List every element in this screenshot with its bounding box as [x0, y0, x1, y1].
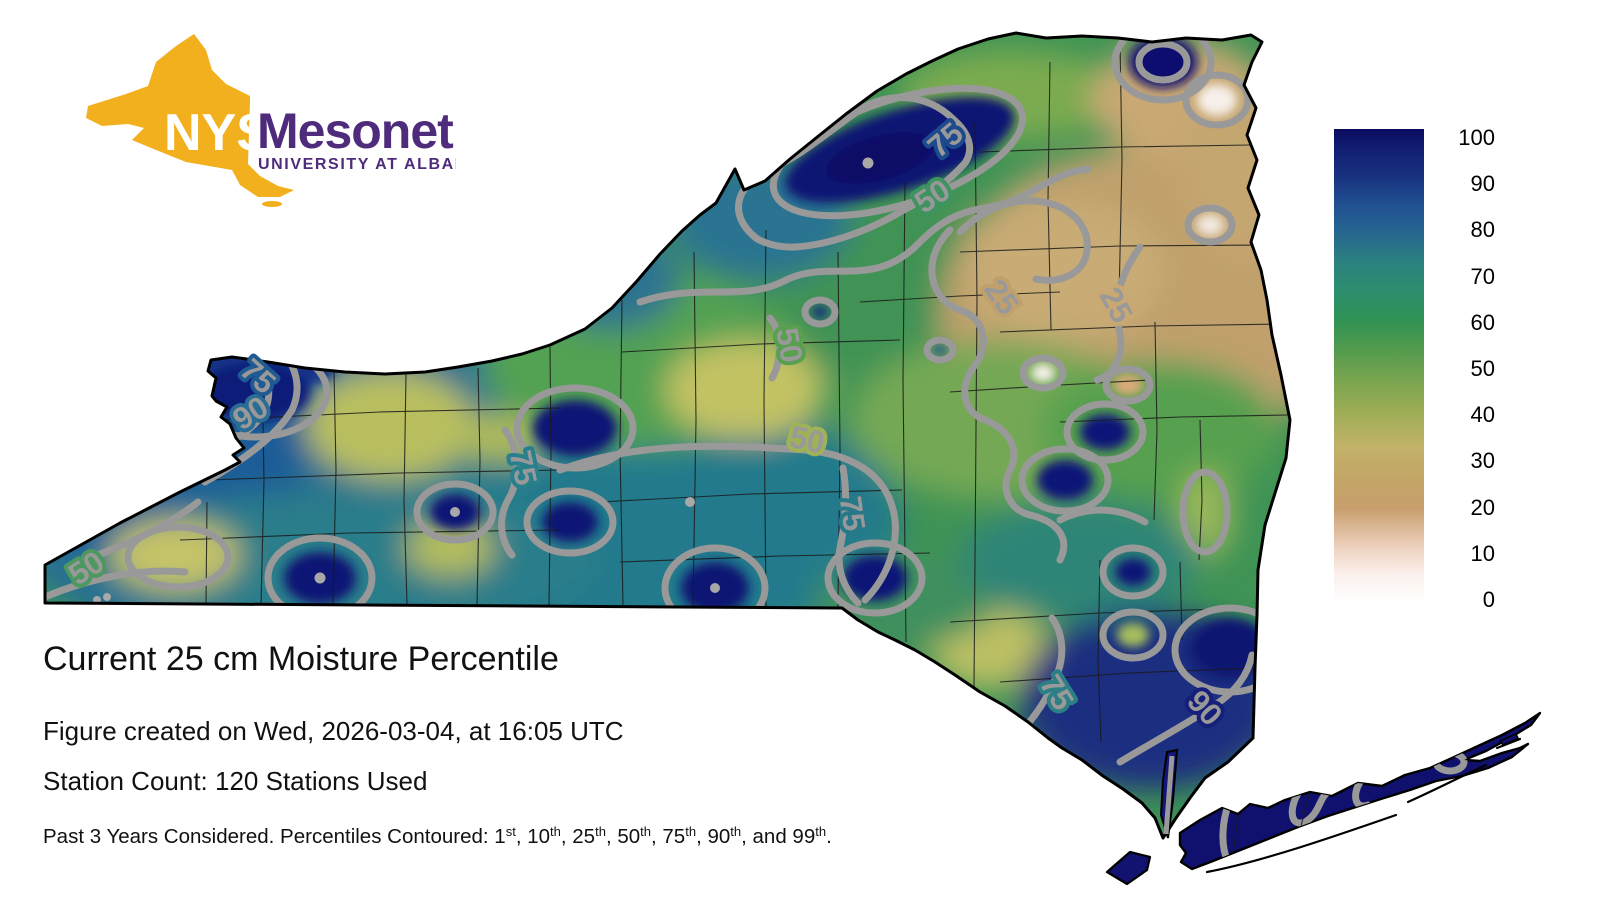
logo-ny-state-shape: [86, 34, 294, 197]
colorbar-tick: 20: [1470, 494, 1495, 520]
footnote-prefix: Past 3 Years Considered. Percentiles Con…: [43, 825, 495, 848]
figure-title: Current 25 cm Moisture Percentile: [43, 640, 559, 678]
percentile-value: 75: [662, 825, 686, 848]
colorbar-tick-labels: 100 90 80 70 60 50 40 30 20 10 0: [1433, 126, 1495, 612]
colorbar-tick: 0: [1482, 586, 1495, 612]
percentile-suffix: th: [685, 824, 697, 839]
footnote-separator: .: [826, 825, 832, 848]
percentile-value: 10: [527, 825, 551, 848]
percentile-suffix: th: [550, 824, 561, 839]
percentile-suffix: th: [815, 824, 827, 839]
colorbar-tick: 70: [1470, 263, 1495, 289]
colorbar-tick: 10: [1470, 540, 1495, 566]
contour-label: 50: [787, 419, 828, 460]
percentile-value: 1: [494, 825, 506, 848]
contour-center-dots: [93, 157, 874, 604]
colorbar-tick: 30: [1470, 448, 1495, 474]
colorbar-tick: 90: [1470, 171, 1495, 197]
percentile-value: 50: [617, 825, 641, 848]
logo-brand-text: Mesonet: [257, 103, 454, 159]
contour-label: 75: [503, 447, 544, 488]
figure-created-line: Figure created on Wed, 2026-03-04, at 16…: [43, 716, 624, 746]
footnote-separator: ,: [560, 825, 573, 848]
state-outline: [43, 31, 1292, 840]
contour-label: 50: [769, 325, 809, 365]
colorbar-tick: 80: [1470, 217, 1495, 243]
footnote: Past 3 Years Considered. Percentiles Con…: [43, 824, 832, 849]
footnote-separator: ,: [696, 825, 708, 848]
colorbar-gradient: [1334, 129, 1424, 603]
station-count-line: Station Count: 120 Stations Used: [43, 766, 428, 796]
manhattan-contour: [1163, 755, 1175, 835]
percentile-suffix: th: [730, 824, 742, 839]
colorbar-tick: 50: [1470, 355, 1495, 381]
footnote-separator: ,: [515, 825, 528, 848]
colorbar-tick: 100: [1458, 125, 1495, 150]
percentile-value: 90: [707, 825, 731, 848]
footnote-separator: ,: [605, 825, 618, 848]
barrier-islands: [1205, 737, 1522, 874]
staten-island: [1105, 850, 1152, 886]
percentile-value: 99: [792, 825, 816, 848]
contour-lines: [45, 33, 1289, 766]
contour-label: 75: [833, 494, 872, 533]
percentile-suffix: st: [505, 824, 516, 839]
logo-island-dot: [262, 201, 282, 207]
colorbar-tick: 40: [1470, 402, 1495, 428]
logo-state-text: NYS: [164, 104, 271, 162]
percentile-suffix: th: [595, 824, 606, 839]
logo-university-text: UNIVERSITY AT ALBANY: [258, 156, 456, 173]
nys-mesonet-logo: NYS Mesonet UNIVERSITY AT ALBANY: [86, 34, 456, 207]
percentile-suffix: th: [640, 824, 651, 839]
footnote-separator: , and: [741, 825, 793, 848]
fishers-island: [1498, 733, 1520, 746]
footnote-separator: ,: [651, 825, 663, 848]
percentile-value: 25: [572, 825, 596, 848]
colorbar-tick: 60: [1470, 309, 1495, 335]
